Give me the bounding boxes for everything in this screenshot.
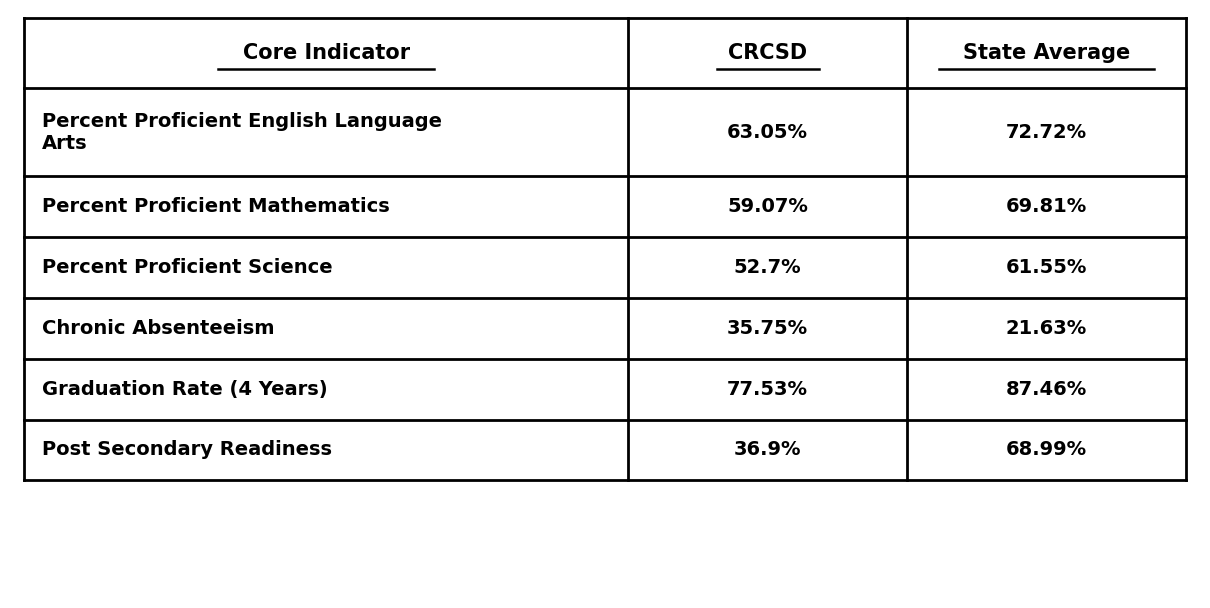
Text: 72.72%: 72.72% (1006, 123, 1087, 142)
Text: 68.99%: 68.99% (1006, 440, 1087, 460)
Text: Post Secondary Readiness: Post Secondary Readiness (42, 440, 333, 460)
Text: 59.07%: 59.07% (727, 197, 808, 216)
Text: Core Indicator: Core Indicator (243, 43, 410, 63)
Text: 52.7%: 52.7% (733, 258, 801, 277)
Text: Graduation Rate (4 Years): Graduation Rate (4 Years) (42, 379, 328, 399)
Text: Percent Proficient Mathematics: Percent Proficient Mathematics (42, 197, 390, 216)
Text: Percent Proficient English Language
Arts: Percent Proficient English Language Arts (42, 112, 443, 153)
Text: 21.63%: 21.63% (1006, 319, 1087, 338)
Text: 87.46%: 87.46% (1006, 379, 1087, 399)
Text: Percent Proficient Science: Percent Proficient Science (42, 258, 333, 277)
Text: 36.9%: 36.9% (734, 440, 801, 460)
Text: 77.53%: 77.53% (727, 379, 808, 399)
Text: State Average: State Average (963, 43, 1130, 63)
Text: 63.05%: 63.05% (727, 123, 808, 142)
Text: 35.75%: 35.75% (727, 319, 808, 338)
Text: 69.81%: 69.81% (1006, 197, 1087, 216)
Text: Chronic Absenteeism: Chronic Absenteeism (42, 319, 275, 338)
Text: CRCSD: CRCSD (728, 43, 807, 63)
Text: 61.55%: 61.55% (1006, 258, 1087, 277)
